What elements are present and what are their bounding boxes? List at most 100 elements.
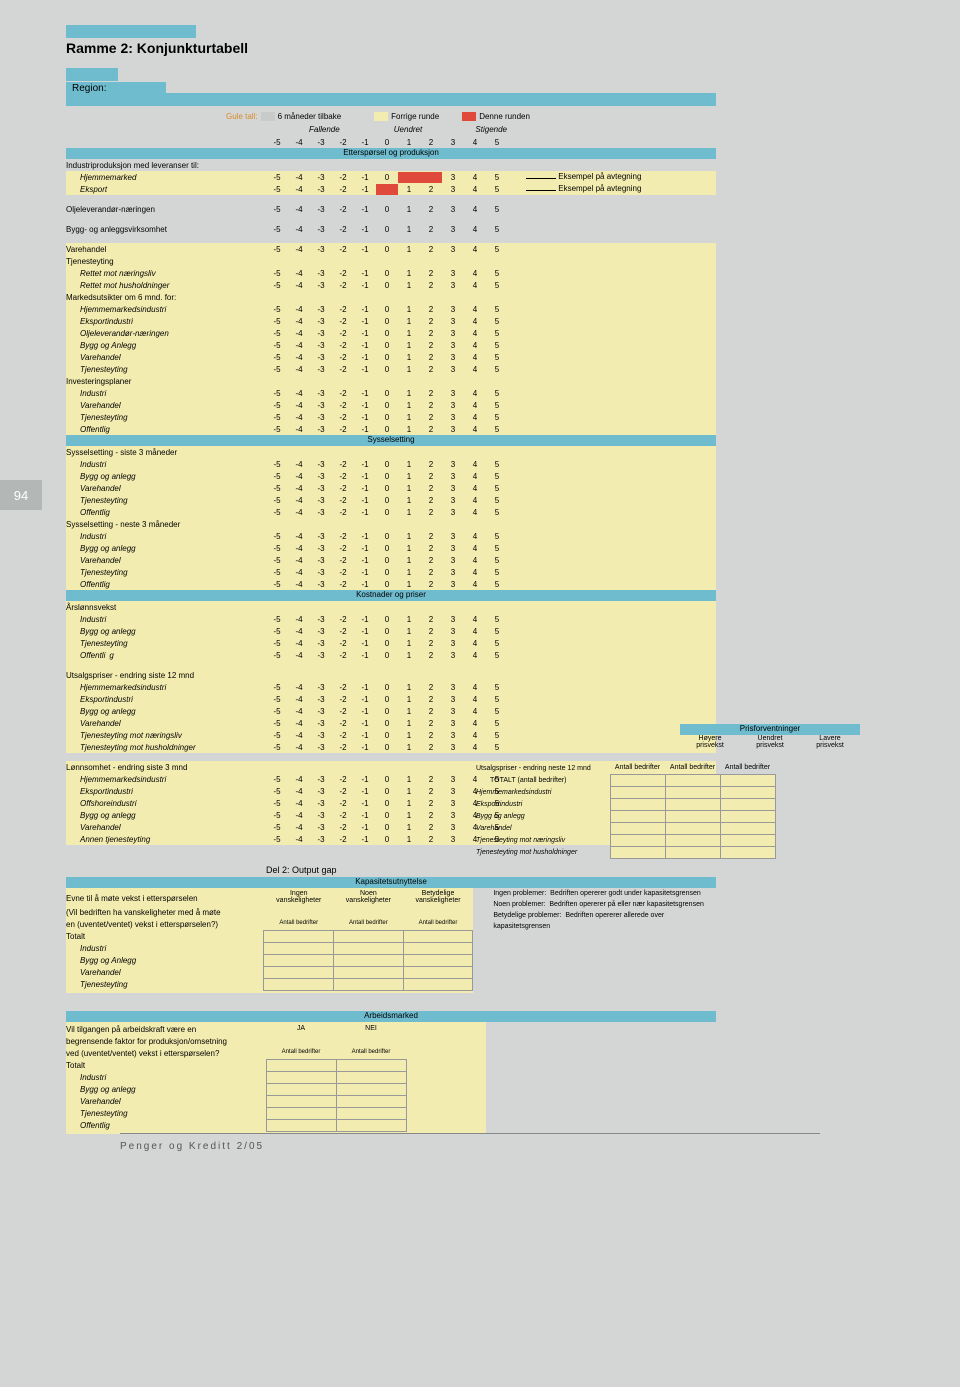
arbq1: Vil tilgangen på arbeidskraft være en <box>66 1024 266 1036</box>
row-l2: Eksportindustri <box>66 787 266 796</box>
row-sn3-var: Varehandel <box>66 556 266 565</box>
page-title: Ramme 2: Konjunkturtabell <box>66 40 716 56</box>
lbl-uendret: Uendret <box>375 125 441 134</box>
row-m3: Oljeleverandør-næringen <box>66 329 266 338</box>
row-tj1: Rettet mot næringsliv <box>66 269 266 278</box>
annot2: Eksempel på avtegning <box>558 184 641 193</box>
page-number: 94 <box>0 480 42 510</box>
row-l5: Varehandel <box>66 823 266 832</box>
row-sn3: Sysselsetting - neste 3 måneder <box>66 520 266 529</box>
row-hjemmemarked: Hjemmemarked <box>66 173 266 182</box>
px2: Eksportindustri <box>470 798 610 810</box>
row-i2: Varehandel <box>66 401 266 410</box>
row-m4: Bygg og Anlegg <box>66 341 266 350</box>
cap-totalt: Totalt <box>66 930 264 942</box>
row-s3-tj: Tjenesteyting <box>66 496 266 505</box>
annot1: Eksempel på avtegning <box>558 172 641 181</box>
cap-ind: Industri <box>66 942 264 954</box>
side-prisforventninger: Prisforventninger Høyereprisvekst Uendre… <box>680 724 930 749</box>
th-nei: NEI <box>336 1024 406 1036</box>
px4: Varehandel <box>470 822 610 834</box>
section-arb: Arbeidsmarked <box>66 1011 716 1022</box>
row-a-off: Offentlig <box>66 651 266 660</box>
row-sn3-off: Offentlig <box>66 580 266 589</box>
evne3: en (uventet/ventet) vekst i etterspørsel… <box>66 918 264 930</box>
row-s3-ind: Industri <box>66 460 266 469</box>
row-u5: Tjenesteyting mot næringsliv <box>66 731 266 740</box>
row-vare: Varehandel <box>66 245 266 254</box>
un12-title: Utsalgspriser - endring neste 12 mnd <box>470 762 610 774</box>
row-u1: Hjemmemarkedsindustri <box>66 683 266 692</box>
px5: Tjenesteyting mot næringsliv <box>470 834 610 846</box>
evne1: Evne til å møte vekst i etterspørselen <box>66 890 264 906</box>
section-ettersporsel: Etterspørsel og produksjon <box>66 148 716 159</box>
section-syss: Sysselsetting <box>66 435 716 446</box>
row-l6: Annen tjenesteyting <box>66 835 266 844</box>
row-s3-off: Offentlig <box>66 508 266 517</box>
arb-tj: Tjenesteyting <box>66 1108 266 1120</box>
arbq3: ved (uventet/ventet) vekst i etterspørse… <box>66 1048 266 1060</box>
legend-6mnd: 6 måneder tilbake <box>278 112 342 121</box>
legend-gule: Gule tall: <box>226 112 258 121</box>
row-l1: Hjemmemarkedsindustri <box>66 775 266 784</box>
row-u4: Varehandel <box>66 719 266 728</box>
row-bygg: Bygg- og anleggsvirksomhet <box>66 225 266 234</box>
swatch-red <box>462 112 476 121</box>
row-a-ba: Bygg og anlegg <box>66 627 266 636</box>
explain-box: Ingen problemer: Bedriften opererer godt… <box>493 888 716 932</box>
row-sn3-tj: Tjenesteyting <box>66 568 266 577</box>
row-lonn3: Lønnsomhet - endring siste 3 mnd <box>66 763 266 772</box>
th-ja: JA <box>266 1024 336 1036</box>
cap-tj: Tjenesteyting <box>66 978 264 990</box>
px1: Hjemmemarkedsindustri <box>470 786 610 798</box>
row-u6: Tjenesteyting mot husholdninger <box>66 743 266 752</box>
px6: Tjenesteyting mot husholdninger <box>470 846 610 858</box>
row-s3: Sysselsetting - siste 3 måneder <box>66 448 266 457</box>
row-a-tj: Tjenesteyting <box>66 639 266 648</box>
lbl-fallende: Fallende <box>309 125 375 134</box>
legend-forrige: Forrige runde <box>391 112 439 121</box>
legend-denne: Denne runden <box>479 112 530 121</box>
row-industriprod: Industriproduksjon med leveranser til: <box>66 161 266 170</box>
row-s3-ba: Bygg og anlegg <box>66 472 266 481</box>
row-l4: Bygg og anlegg <box>66 811 266 820</box>
row-i4: Offentlig <box>66 425 266 434</box>
row-tj2: Rettet mot husholdninger <box>66 281 266 290</box>
cap-var: Varehandel <box>66 966 264 978</box>
row-m1: Hjemmemarkedsindustri <box>66 305 266 314</box>
row-m5: Varehandel <box>66 353 266 362</box>
scale-header: -5-4-3-2-1012345 <box>266 138 508 147</box>
row-olje: Oljeleverandør-næringen <box>66 205 266 214</box>
row-ut12: Utsalgspriser - endring siste 12 mnd <box>66 671 266 680</box>
region-label: Region: <box>66 82 166 95</box>
side-utsalg-next: Utsalgspriser - endring neste 12 mnd Ant… <box>470 762 940 859</box>
row-sn3-ba: Bygg og anlegg <box>66 544 266 553</box>
pf-h1: Høyere <box>699 735 722 742</box>
swatch-yellow <box>374 112 388 121</box>
row-u2: Eksportindustri <box>66 695 266 704</box>
section-kost: Kostnader og priser <box>66 590 716 601</box>
swatch-grey <box>261 112 275 121</box>
row-sn3-ind: Industri <box>66 532 266 541</box>
arb-var: Varehandel <box>66 1096 266 1108</box>
tot: TOTALT (antall bedrifter) <box>470 774 610 786</box>
row-mark: Markedsutsikter om 6 mnd. for: <box>66 293 266 302</box>
row-tjen: Tjenesteyting <box>66 257 266 266</box>
row-eksport: Eksport <box>66 185 266 194</box>
pf-title: Prisforventninger <box>680 724 860 735</box>
pf-h2: Uendret <box>758 735 783 742</box>
px3: Bygg og anlegg <box>470 810 610 822</box>
row-m2: Eksportindustri <box>66 317 266 326</box>
row-inv: Investeringsplaner <box>66 377 266 386</box>
row-a-ind: Industri <box>66 615 266 624</box>
row-arsl: Årslønnsvekst <box>66 603 266 612</box>
section-kap: Kapasitetsutnyttelse <box>66 877 716 888</box>
row-l3: Offshoreindustri <box>66 799 266 808</box>
evne2: (Vil bedriften ha vanskeligheter med å m… <box>66 906 264 918</box>
arb-ba: Bygg og anlegg <box>66 1084 266 1096</box>
main-panel: Ramme 2: Konjunkturtabell Region: Gule t… <box>66 25 716 1134</box>
arb-totalt: Totalt <box>66 1060 266 1072</box>
row-u3: Bygg og anlegg <box>66 707 266 716</box>
arb-ind: Industri <box>66 1072 266 1084</box>
footer: Penger og Kreditt 2/05 <box>120 1141 264 1152</box>
